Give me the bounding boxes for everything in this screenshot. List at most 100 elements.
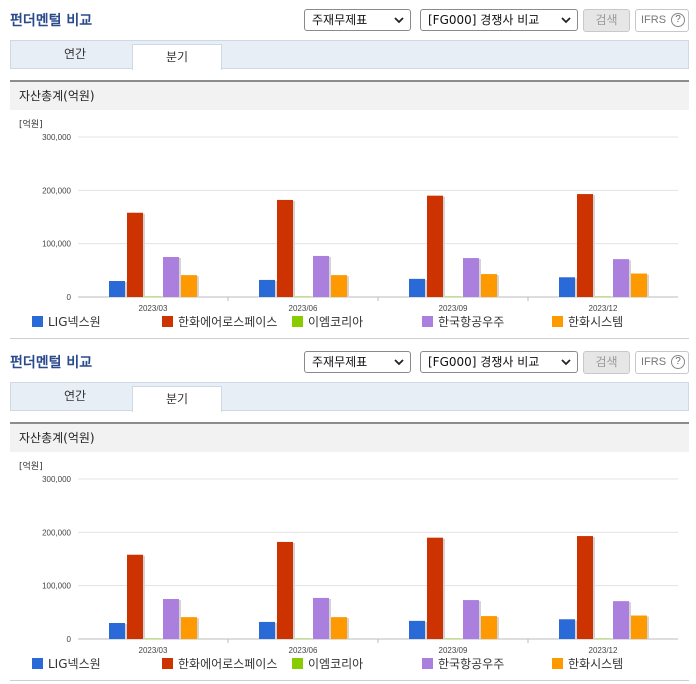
panel-title: 펀더멘털 비교 — [10, 355, 93, 371]
report-type-select[interactable]: 주재무제표 — [304, 351, 411, 373]
bar[interactable] — [127, 212, 143, 297]
period-tabs: 연간 분기 — [10, 40, 689, 70]
bar[interactable] — [163, 599, 179, 639]
legend-label[interactable]: LIG넥스원 — [48, 657, 101, 671]
bar[interactable] — [259, 621, 275, 639]
x-tick-label: 2023/12 — [589, 646, 618, 655]
chevron-down-icon — [394, 17, 404, 24]
search-button[interactable]: 검색 — [583, 351, 630, 374]
bar[interactable] — [109, 623, 125, 639]
section-title: 자산총계(억원) — [10, 422, 689, 452]
bar[interactable] — [331, 617, 347, 639]
bar[interactable] — [595, 296, 611, 297]
bar[interactable] — [445, 638, 461, 639]
report-type-select[interactable]: 주재무제표 — [304, 9, 411, 31]
legend-label[interactable]: 한화시스템 — [568, 315, 623, 329]
bar[interactable] — [613, 259, 629, 297]
chevron-down-icon — [561, 17, 571, 24]
bar[interactable] — [559, 619, 575, 639]
x-tick-label: 2023/06 — [289, 646, 318, 655]
fundamental-panel-1: 펀더멘털 비교 주재무제표 [FG000] 경쟁사 비교 검색 IFRS ? 연… — [10, 9, 689, 339]
legend-swatch — [292, 316, 303, 327]
bar[interactable] — [613, 601, 629, 639]
asset-total-chart: [억원] 0 100,000 200,000 300,000 2023/03 2023/06… — [19, 460, 678, 671]
legend-swatch — [552, 658, 563, 669]
question-icon: ? — [671, 13, 685, 27]
legend-swatch — [162, 316, 173, 327]
bar[interactable] — [277, 541, 293, 639]
bar[interactable] — [331, 275, 347, 297]
bar[interactable] — [559, 277, 575, 297]
bar[interactable] — [277, 199, 293, 297]
bar[interactable] — [631, 615, 647, 639]
bar[interactable] — [295, 296, 311, 297]
bar[interactable] — [109, 281, 125, 297]
x-tick-label: 2023/06 — [289, 304, 318, 313]
bar[interactable] — [445, 296, 461, 297]
ifrs-label: IFRS — [641, 14, 667, 26]
bar[interactable] — [427, 537, 443, 639]
legend-swatch — [32, 658, 43, 669]
tab-annual[interactable]: 연간 — [63, 389, 87, 403]
bar[interactable] — [127, 554, 143, 639]
panel-title: 펀더멘털 비교 — [10, 13, 93, 29]
legend-label[interactable]: 한화시스템 — [568, 657, 623, 671]
legend-label[interactable]: 한국항공우주 — [438, 315, 504, 329]
x-tick-label: 2023/03 — [139, 646, 168, 655]
bar[interactable] — [259, 279, 275, 297]
bar[interactable] — [145, 296, 161, 297]
section-title: 자산총계(억원) — [10, 80, 689, 110]
y-tick-label: 300,000 — [42, 133, 71, 142]
bar[interactable] — [181, 617, 197, 639]
bar[interactable] — [481, 274, 497, 297]
bar[interactable] — [481, 616, 497, 639]
legend-swatch — [32, 316, 43, 327]
x-tick-label: 2023/03 — [139, 304, 168, 313]
y-tick-label: 0 — [67, 293, 72, 302]
compare-group-select[interactable]: [FG000] 경쟁사 비교 — [420, 9, 578, 31]
legend-label[interactable]: 이엠코리아 — [308, 315, 363, 329]
bar[interactable] — [631, 273, 647, 297]
search-button[interactable]: 검색 — [583, 9, 630, 32]
bar[interactable] — [163, 257, 179, 297]
compare-group-select[interactable]: [FG000] 경쟁사 비교 — [420, 351, 578, 373]
report-type-value: 주재무제표 — [312, 355, 368, 369]
period-tabs: 연간 분기 — [10, 382, 689, 412]
x-tick-label: 2023/09 — [439, 304, 468, 313]
ifrs-help-button[interactable]: IFRS ? — [635, 9, 689, 32]
bar[interactable] — [463, 258, 479, 297]
bar[interactable] — [145, 638, 161, 639]
legend-label[interactable]: LIG넥스원 — [48, 315, 101, 329]
bar[interactable] — [427, 195, 443, 297]
legend-swatch — [292, 658, 303, 669]
bar[interactable] — [577, 536, 593, 639]
bar[interactable] — [295, 638, 311, 639]
tab-annual[interactable]: 연간 — [63, 47, 87, 61]
report-type-value: 주재무제표 — [312, 13, 368, 27]
legend-label[interactable]: 한화에어로스페이스 — [178, 657, 277, 671]
tab-quarterly[interactable]: 분기 — [132, 386, 222, 412]
y-tick-label: 0 — [67, 635, 72, 644]
bar[interactable] — [181, 275, 197, 297]
legend-swatch — [422, 316, 433, 327]
x-tick-label: 2023/09 — [439, 646, 468, 655]
bar[interactable] — [463, 600, 479, 639]
legend-label[interactable]: 이엠코리아 — [308, 657, 363, 671]
tab-quarterly[interactable]: 분기 — [132, 44, 222, 70]
bar[interactable] — [409, 620, 425, 639]
ifrs-help-button[interactable]: IFRS ? — [635, 351, 689, 374]
legend-label[interactable]: 한화에어로스페이스 — [178, 315, 277, 329]
y-tick-label: 300,000 — [42, 475, 71, 484]
bar[interactable] — [577, 194, 593, 297]
bar[interactable] — [409, 278, 425, 297]
bar[interactable] — [313, 255, 329, 297]
legend-label[interactable]: 한국항공우주 — [438, 657, 504, 671]
unit-label: [억원] — [19, 460, 43, 472]
divider — [10, 680, 689, 681]
fundamental-panel-2: 펀더멘털 비교 주재무제표 [FG000] 경쟁사 비교 검색 IFRS ? 연… — [0, 342, 696, 684]
y-tick-label: 100,000 — [42, 582, 71, 591]
asset-total-chart: [억원] 0 100,000 200,000 300,000 2023/03 2023/06… — [19, 118, 678, 329]
bar[interactable] — [595, 638, 611, 639]
bar[interactable] — [313, 597, 329, 639]
unit-label: [억원] — [19, 118, 43, 130]
